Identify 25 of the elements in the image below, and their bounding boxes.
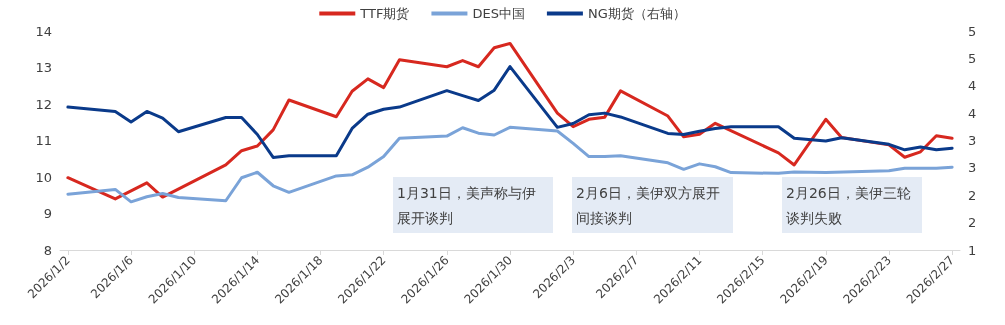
y-tick-label: 8 — [43, 242, 52, 258]
y2-tick-label: 3 — [968, 133, 977, 148]
y-tick-label: 14 — [35, 23, 52, 39]
y2-tick-label: 2 — [968, 187, 977, 203]
y2-tick-label: 3 — [968, 160, 977, 176]
annotation: 1月31日，美声称与伊展开谈判 — [397, 184, 536, 226]
line-series — [66, 41, 954, 201]
line-series — [66, 125, 954, 204]
y2-tick-label: 2 — [968, 215, 977, 231]
y2-tick-label: 5 — [968, 50, 977, 66]
y2-tick-label: 4 — [968, 105, 977, 121]
y2-tick-label: 5 — [968, 23, 977, 39]
y2-tick-label: 4 — [968, 78, 977, 94]
line-series — [66, 65, 954, 159]
y-tick-label: 13 — [35, 60, 52, 75]
legend-label: DES中国 — [472, 6, 525, 21]
annotation: 2月26日，美伊三轮谈判失败 — [786, 184, 911, 226]
legend-label: TTF期货 — [359, 6, 410, 21]
annotation: 2月6日，美伊双方展开间接谈判 — [576, 184, 720, 226]
y-tick-label: 11 — [35, 133, 52, 148]
y-tick-label: 10 — [35, 169, 52, 185]
y2-tick-label: 1 — [968, 242, 977, 258]
y-tick-label: 12 — [35, 96, 52, 112]
legend-label: NG期货（右轴） — [587, 6, 686, 21]
y-tick-label: 9 — [43, 206, 52, 221]
